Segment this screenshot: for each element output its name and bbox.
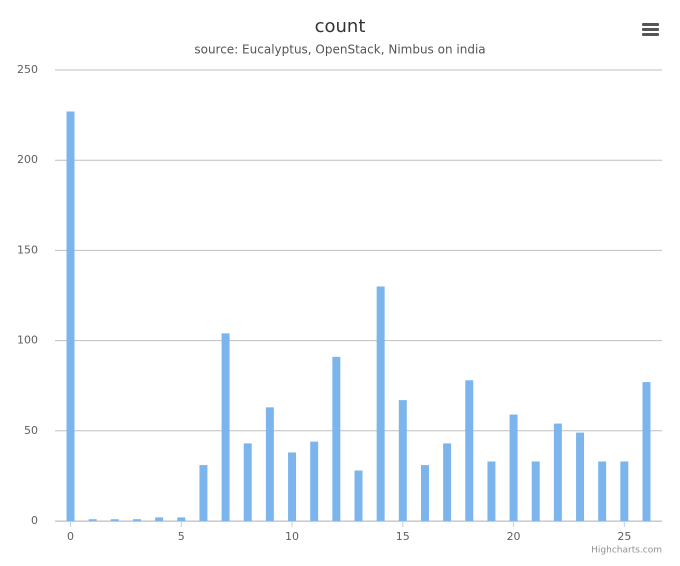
bar xyxy=(265,407,274,521)
bar xyxy=(66,111,75,521)
x-tick-label: 10 xyxy=(285,530,299,543)
bar xyxy=(398,400,407,521)
chart-title: count xyxy=(315,16,366,37)
y-tick-label: 50 xyxy=(24,424,38,437)
bar xyxy=(88,519,97,521)
credits[interactable]: Highcharts.com xyxy=(591,546,662,556)
bar xyxy=(642,382,651,521)
bar xyxy=(620,461,629,521)
x-tick-label: 20 xyxy=(507,530,521,543)
x-tick-label: 5 xyxy=(178,530,185,543)
y-tick-label: 150 xyxy=(17,243,38,256)
bar xyxy=(443,443,452,521)
bar xyxy=(177,517,186,521)
menu-button[interactable] xyxy=(642,23,659,36)
bar xyxy=(509,414,518,521)
bar xyxy=(288,452,297,521)
bar xyxy=(110,519,119,521)
bar xyxy=(221,333,230,521)
bar xyxy=(376,286,385,521)
x-tick-label: 15 xyxy=(396,530,410,543)
y-tick-label: 200 xyxy=(17,153,38,166)
bar xyxy=(199,465,208,521)
bar xyxy=(132,519,141,521)
bar xyxy=(332,356,341,521)
chart-subtitle: source: Eucalyptus, OpenStack, Nimbus on… xyxy=(194,43,485,57)
bar xyxy=(553,423,562,521)
bar xyxy=(354,470,363,521)
x-tick-label: 0 xyxy=(67,530,74,543)
x-tick-label: 25 xyxy=(617,530,631,543)
y-tick-label: 0 xyxy=(31,514,38,527)
bar xyxy=(243,443,252,521)
y-tick-label: 100 xyxy=(17,334,38,347)
bar xyxy=(420,465,429,521)
menu-bar xyxy=(642,33,659,36)
bar xyxy=(598,461,607,521)
bar xyxy=(310,441,319,521)
y-tick-label: 250 xyxy=(17,63,38,76)
menu-bar xyxy=(642,23,659,26)
bar xyxy=(531,461,540,521)
bar xyxy=(576,432,585,521)
menu-bar xyxy=(642,28,659,31)
bar xyxy=(487,461,496,521)
bar xyxy=(155,517,164,521)
bar xyxy=(465,380,474,521)
